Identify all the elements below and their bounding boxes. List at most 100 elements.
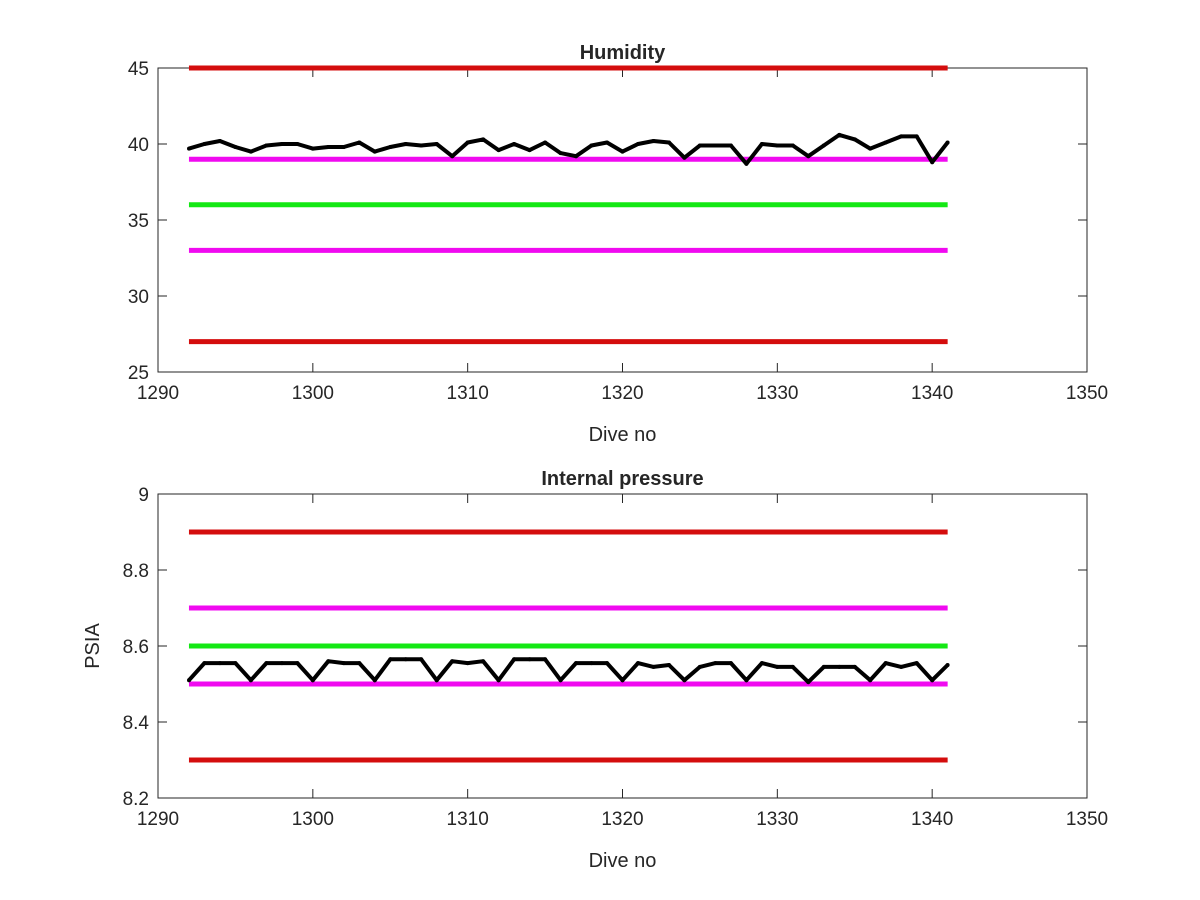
- x-tick-label: 1340: [911, 809, 953, 830]
- data-point: [697, 664, 702, 669]
- y-tick-label: 30: [128, 287, 149, 308]
- data-point: [543, 657, 548, 662]
- data-point: [759, 661, 764, 666]
- data-point: [775, 143, 780, 148]
- chart-panel-1: Internal pressure 1290 1300 1310 1320 1330 134…: [82, 468, 1108, 872]
- chart-title: Internal pressure: [541, 468, 703, 490]
- data-point: [310, 678, 315, 683]
- x-tick-label: 1290: [137, 383, 179, 404]
- data-point: [326, 659, 331, 664]
- data-point: [233, 145, 238, 149]
- data-point: [527, 657, 532, 662]
- x-tick-label: 1350: [1066, 383, 1108, 404]
- data-point: [713, 661, 718, 666]
- y-tick-label: 45: [128, 59, 149, 80]
- y-tick-label: 8.6: [123, 637, 149, 658]
- data-point: [728, 661, 733, 666]
- data-point: [914, 661, 919, 666]
- data-point: [682, 155, 687, 160]
- data-point: [852, 664, 857, 669]
- x-tick-label: 1320: [601, 383, 643, 404]
- data-point: [821, 143, 826, 148]
- data-point: [883, 661, 888, 666]
- data-point: [620, 149, 625, 154]
- data-point: [558, 678, 563, 683]
- data-point: [868, 146, 873, 151]
- data-point: [217, 139, 222, 143]
- data-point: [589, 661, 594, 666]
- data-point: [605, 661, 609, 666]
- data-point: [852, 137, 857, 142]
- data-point: [914, 134, 919, 139]
- data-point: [713, 143, 718, 148]
- data-point: [651, 139, 656, 143]
- x-tick-label: 1310: [447, 383, 489, 404]
- data-point: [465, 140, 470, 145]
- data-point: [403, 142, 408, 146]
- data-point: [744, 678, 749, 683]
- data-point: [202, 661, 207, 666]
- data-point: [450, 154, 455, 159]
- data-point: [945, 140, 950, 145]
- data-point: [481, 137, 486, 142]
- data-point: [697, 143, 702, 148]
- data-point: [574, 661, 578, 666]
- data-point: [728, 143, 733, 148]
- data-series-line: [188, 132, 950, 166]
- data-point: [945, 663, 950, 667]
- chart-panel-0: Humidity 1290 1300 1310 1320 1330 1340 1350 25 30…: [128, 42, 1108, 446]
- data-point: [930, 678, 935, 683]
- data-point: [326, 145, 331, 149]
- data-point: [837, 132, 842, 137]
- chart-title: Humidity: [580, 42, 666, 64]
- data-point: [899, 134, 904, 139]
- data-point: [403, 657, 408, 662]
- data-point: [496, 678, 501, 683]
- data-point: [821, 664, 826, 669]
- x-tick-label: 1330: [756, 383, 798, 404]
- data-point: [372, 678, 377, 683]
- data-point: [357, 661, 362, 666]
- data-point: [434, 142, 439, 146]
- data-point: [248, 149, 253, 154]
- y-tick-label: 9: [138, 485, 149, 506]
- data-point: [310, 146, 315, 151]
- x-axis-label: Dive no: [589, 850, 657, 872]
- x-tick-label: 1300: [292, 809, 334, 830]
- data-point: [620, 678, 625, 683]
- data-point: [899, 664, 904, 669]
- data-point: [295, 661, 300, 666]
- x-tick-label: 1320: [601, 809, 643, 830]
- data-point: [465, 661, 470, 666]
- plot-area: [157, 67, 1088, 373]
- x-tick-label: 1290: [137, 809, 179, 830]
- data-point: [868, 678, 873, 683]
- data-point: [806, 680, 811, 685]
- data-point: [667, 140, 671, 145]
- data-point: [388, 657, 393, 662]
- data-point: [605, 140, 609, 145]
- y-tick-label: 40: [128, 135, 149, 156]
- data-point: [372, 149, 377, 154]
- data-point: [419, 143, 424, 148]
- data-point: [651, 664, 656, 669]
- data-point: [930, 160, 935, 165]
- data-point: [682, 678, 687, 683]
- y-tick-label: 8.4: [123, 713, 150, 734]
- data-point: [295, 142, 300, 146]
- data-point: [775, 664, 780, 669]
- data-point: [512, 142, 517, 146]
- y-tick-label: 8.8: [123, 561, 149, 582]
- data-point: [837, 664, 842, 669]
- data-point: [450, 659, 455, 664]
- data-point: [264, 661, 269, 666]
- x-tick-label: 1310: [447, 809, 489, 830]
- data-point: [279, 661, 284, 666]
- data-point: [806, 154, 811, 159]
- data-point: [790, 664, 795, 669]
- data-point: [527, 148, 532, 153]
- data-point: [574, 154, 578, 159]
- data-point: [388, 145, 393, 149]
- data-point: [496, 148, 501, 153]
